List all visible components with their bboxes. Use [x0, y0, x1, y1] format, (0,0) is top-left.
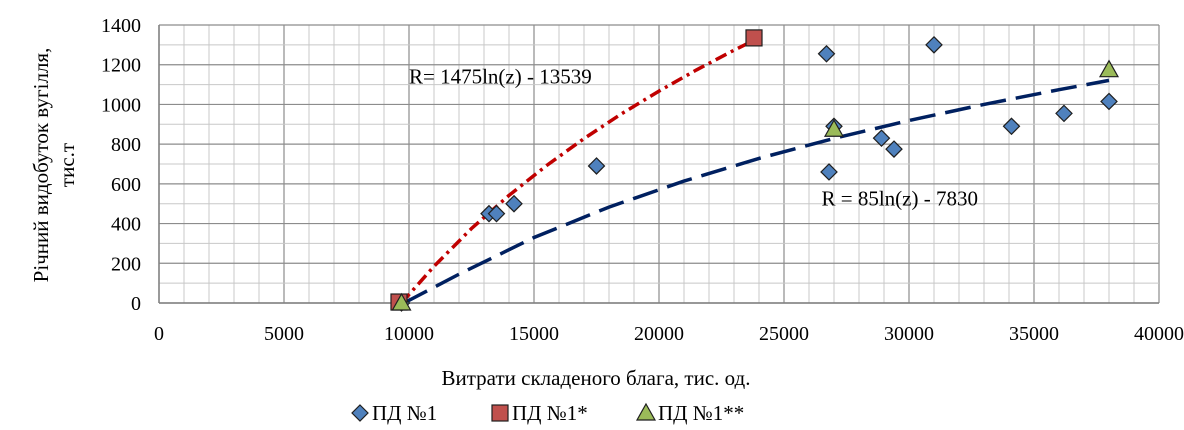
- data-point-series-1: [1055, 104, 1073, 123]
- y-tick-label: 0: [131, 293, 141, 315]
- axes: [158, 25, 1159, 304]
- data-point-series-1: [505, 194, 523, 213]
- x-tick-label: 20000: [634, 323, 684, 345]
- x-tick-label: 40000: [1134, 323, 1184, 345]
- trendline-log-2: [403, 78, 1110, 305]
- data-point-series-1: [885, 140, 903, 158]
- annotations: R= 1475ln(z) - 13539 R = 85ln(z) - 7830: [409, 65, 978, 211]
- y-tick-label: 800: [111, 134, 141, 156]
- x-tick-label: 10000: [384, 323, 434, 345]
- legend: ПД №1 ПД №1* ПД №1**: [351, 401, 744, 425]
- legend-label-series-2: ПД №1*: [512, 401, 588, 425]
- x-tick-label: 35000: [1009, 323, 1059, 345]
- y-tick-label: 200: [111, 253, 141, 275]
- data-point-series-1: [587, 157, 606, 175]
- legend-label-series-3: ПД №1**: [658, 401, 744, 425]
- data-point-series-1: [820, 163, 838, 181]
- x-axis-title: Витрати складеного блага, тис. од.: [442, 366, 751, 390]
- y-axis-title: Річний видобуток вугілля, тис.т: [29, 48, 79, 283]
- y-tick-label: 1000: [101, 94, 141, 116]
- trendlines: [400, 38, 1110, 305]
- y-tick-label: 600: [111, 174, 141, 196]
- trendline-equation-1: R= 1475ln(z) - 13539: [409, 65, 592, 89]
- x-tick-label: 25000: [759, 323, 809, 345]
- data-point-series-3: [1098, 59, 1120, 78]
- legend-marker-series-3: [635, 402, 657, 421]
- data-point-series-3: [823, 119, 845, 137]
- y-tick-label: 400: [111, 214, 141, 236]
- trendline-log-1: [400, 38, 755, 305]
- legend-marker-series-2: [491, 404, 509, 422]
- x-tick-label: 30000: [884, 323, 934, 345]
- data-point-series-3: [391, 292, 412, 311]
- data-point-series-1: [1002, 117, 1021, 136]
- data-point-series-2: [745, 29, 763, 47]
- x-tick-label: 0: [154, 323, 164, 345]
- data-point-series-1: [1100, 92, 1118, 111]
- data-point-series-1: [872, 129, 891, 148]
- tick-labels: 0 5000 10000 15000 20000 25000 30000 35000 40000…: [101, 15, 1184, 345]
- x-tick-label: 5000: [264, 323, 304, 345]
- legend-label-series-1: ПД №1: [372, 401, 437, 425]
- trendline-equation-2: R = 85ln(z) - 7830: [822, 187, 979, 211]
- x-tick-label: 15000: [509, 323, 559, 345]
- y-tick-label: 1400: [101, 15, 141, 37]
- legend-marker-series-1: [351, 404, 369, 422]
- data-point-series-1: [925, 36, 943, 54]
- grid: [158, 24, 1160, 304]
- y-tick-label: 1200: [101, 55, 141, 77]
- data-points: [390, 29, 1120, 312]
- data-point-series-1: [817, 44, 836, 63]
- data-point-series-1: [487, 204, 506, 223]
